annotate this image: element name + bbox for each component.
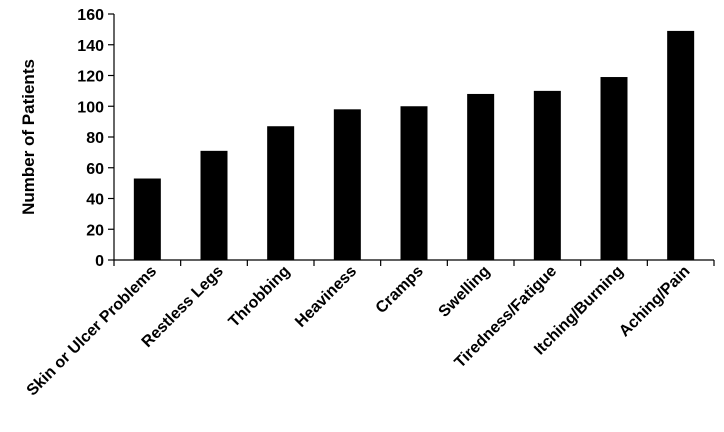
bar [333,109,361,260]
bar [667,30,695,260]
y-axis-title: Number of Patients [19,59,38,215]
y-tick-label: 120 [77,69,104,86]
bar [267,126,295,260]
bar [467,93,495,260]
y-axis-ticks: 0 20 40 60 80 100 120 140 160 [77,7,114,270]
x-category-label: Skin or Ulcer Problems [24,263,161,400]
x-category-label: Aching/Pain [616,263,693,340]
x-axis-ticks [113,260,715,266]
bar [600,77,628,260]
x-category-label: Cramps [373,263,427,317]
x-category-label: Heaviness [292,263,360,331]
y-tick-label: 60 [86,161,104,178]
bar [400,106,428,260]
y-tick-label: 80 [86,130,104,147]
y-tick-label: 0 [95,253,104,270]
bars-group [133,30,695,260]
bar [133,178,161,260]
y-tick-label: 40 [86,192,104,209]
y-tick-label: 160 [77,7,104,24]
x-category-label: Throbbing [226,263,294,331]
y-tick-label: 20 [86,222,104,239]
bar [533,90,561,260]
bar [200,150,228,260]
y-tick-label: 100 [77,99,104,116]
x-category-label: Swelling [436,263,494,321]
y-tick-label: 140 [77,38,104,55]
